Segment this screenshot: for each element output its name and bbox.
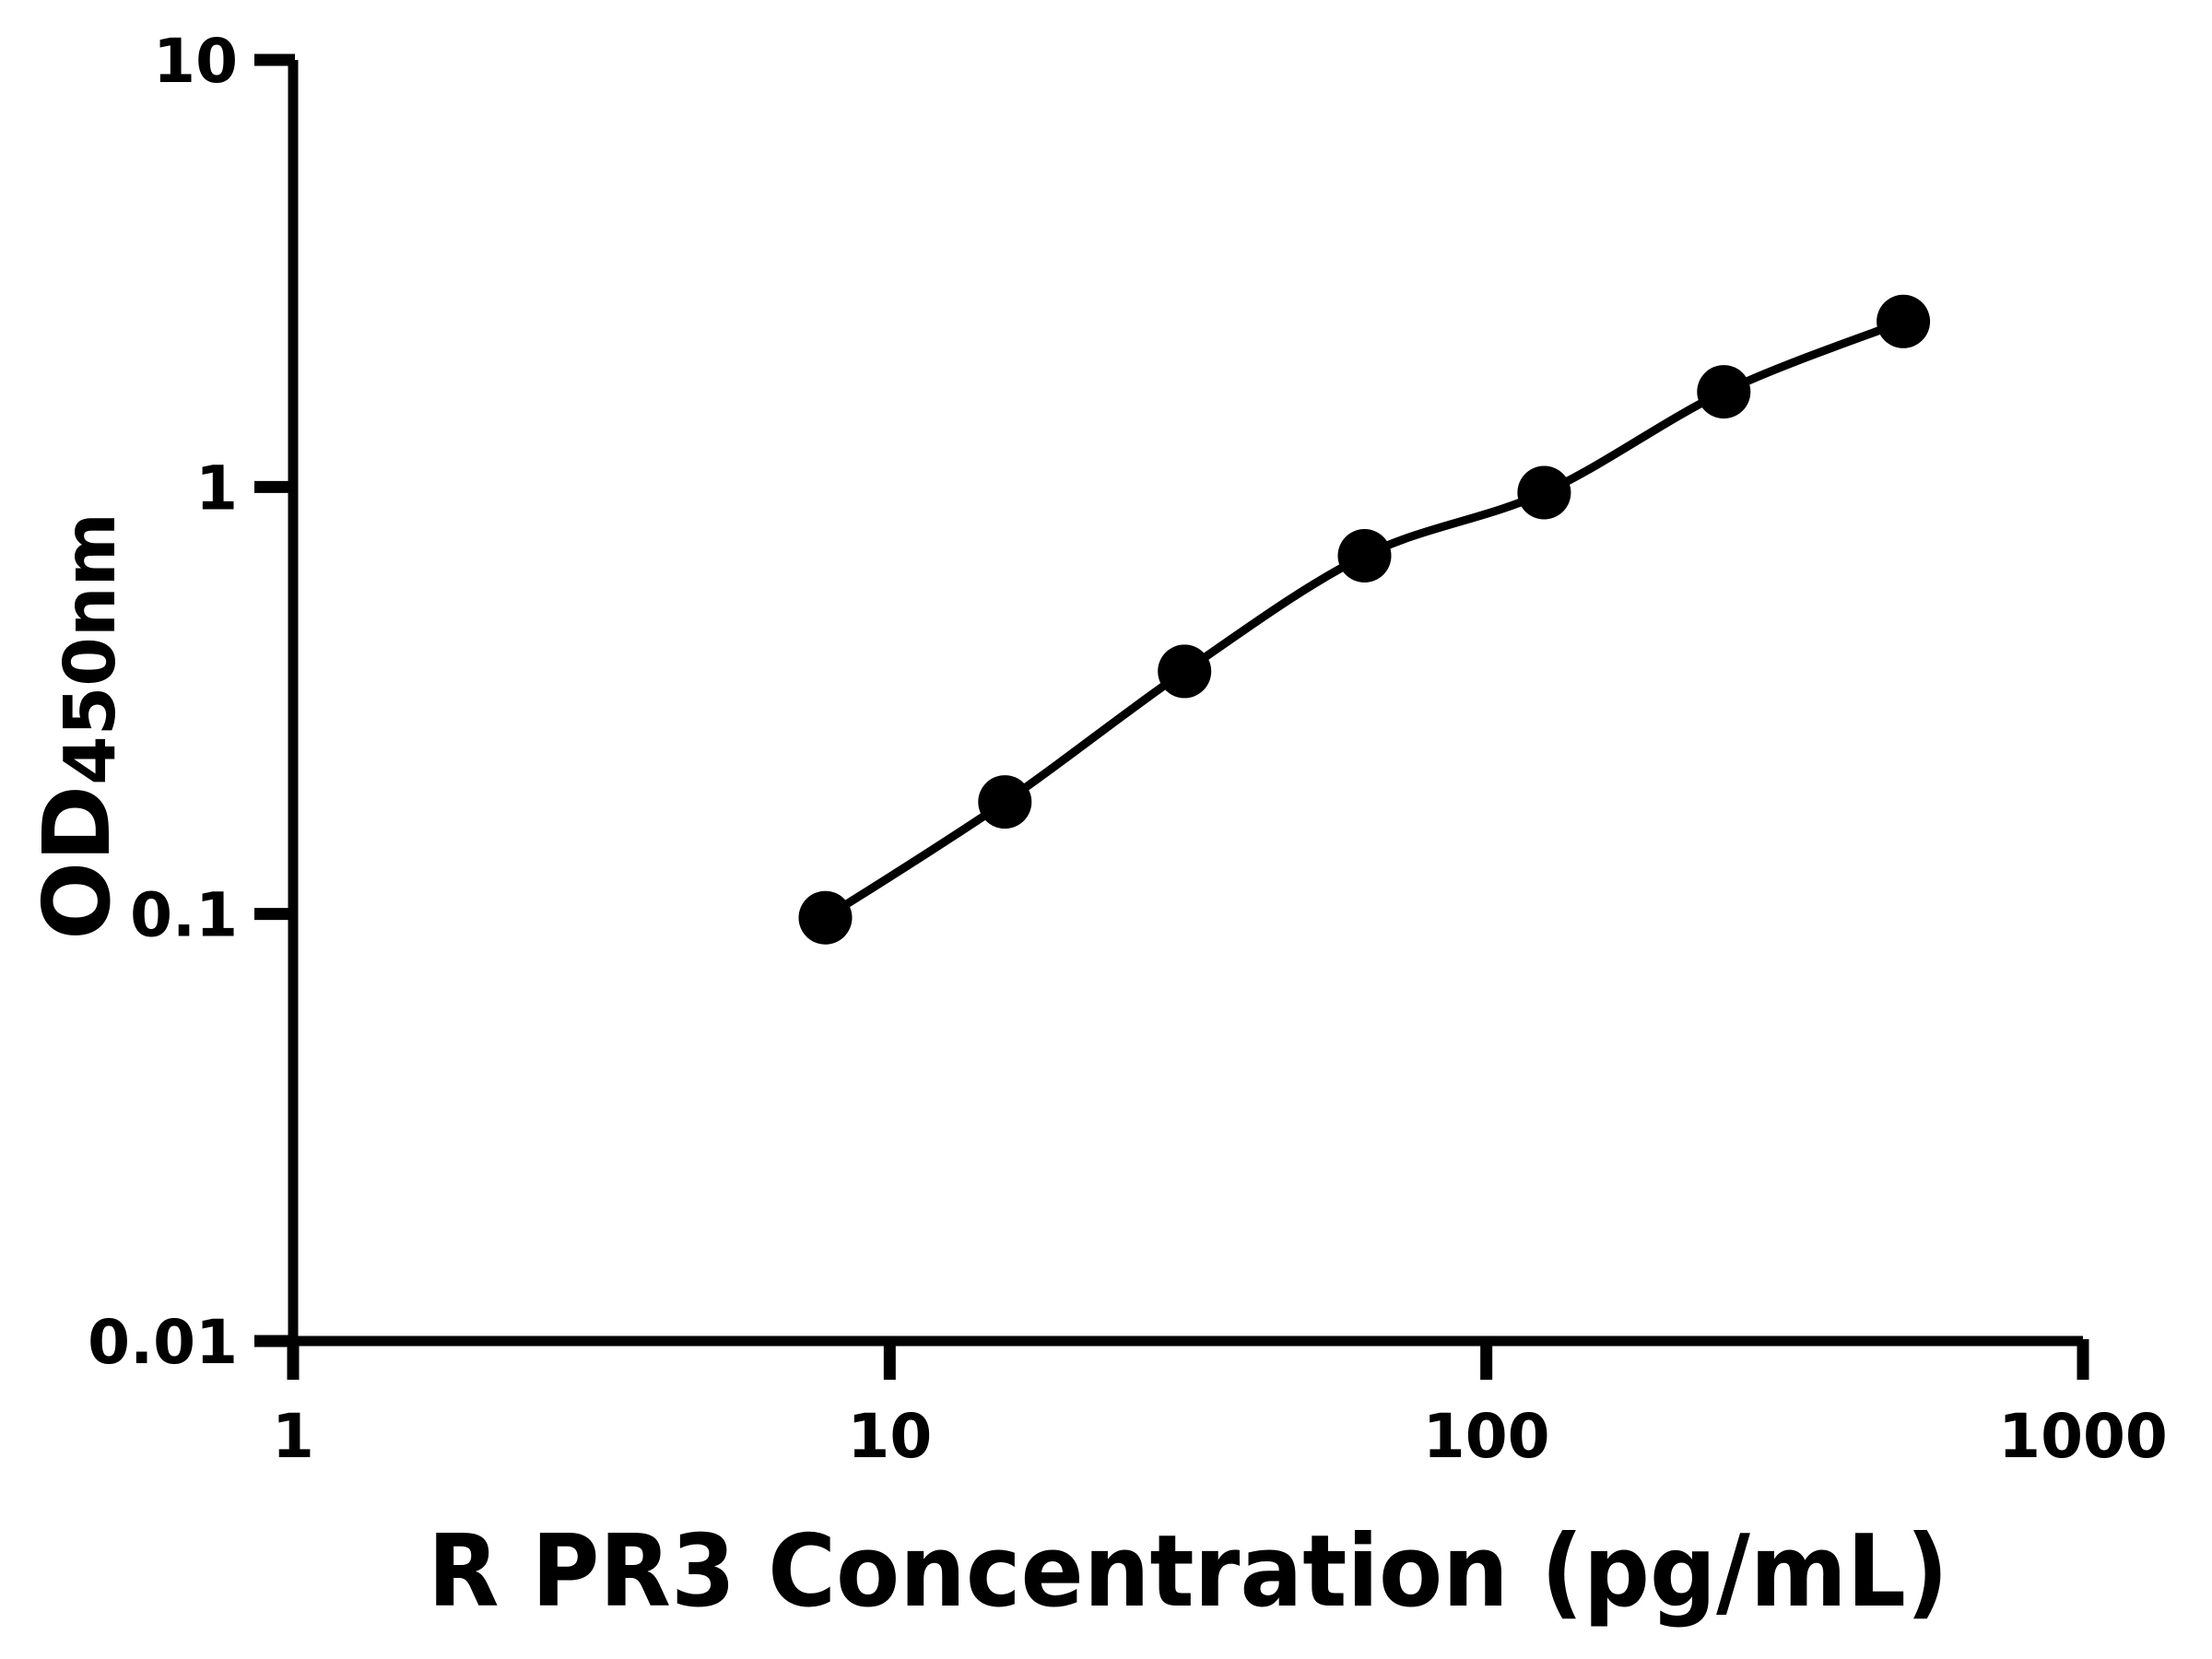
y-axis-title-subscript: 450nm — [50, 512, 132, 785]
x-tick-label: 100 — [1423, 1401, 1550, 1472]
x-axis-title: R PR3 Concentration (pg/mL) — [428, 1514, 1948, 1630]
y-tick-label: 0.1 — [130, 880, 238, 951]
y-tick-label: 1 — [195, 453, 238, 524]
y-axis-title-main: OD — [23, 785, 131, 940]
data-point — [1877, 294, 1931, 348]
data-point — [1158, 644, 1212, 699]
data-series — [798, 294, 1931, 945]
data-point — [978, 775, 1032, 830]
data-point — [1697, 365, 1751, 419]
x-axis-tick-labels: 1 10 100 1000 — [272, 1401, 2168, 1472]
y-axis-title: OD450nm — [23, 512, 132, 940]
data-point — [798, 890, 853, 945]
data-point — [1517, 465, 1571, 520]
x-tick-label: 10 — [847, 1401, 932, 1472]
x-tick-label: 1 — [272, 1401, 314, 1472]
data-point — [1337, 529, 1392, 582]
y-axis-tick-labels: 10 1 0.1 0.01 — [88, 26, 238, 1378]
y-tick-label: 10 — [153, 26, 238, 97]
x-tick-label: 1000 — [1998, 1401, 2168, 1472]
y-tick-label: 0.01 — [88, 1307, 238, 1378]
y-axis-ticks — [254, 53, 295, 1347]
